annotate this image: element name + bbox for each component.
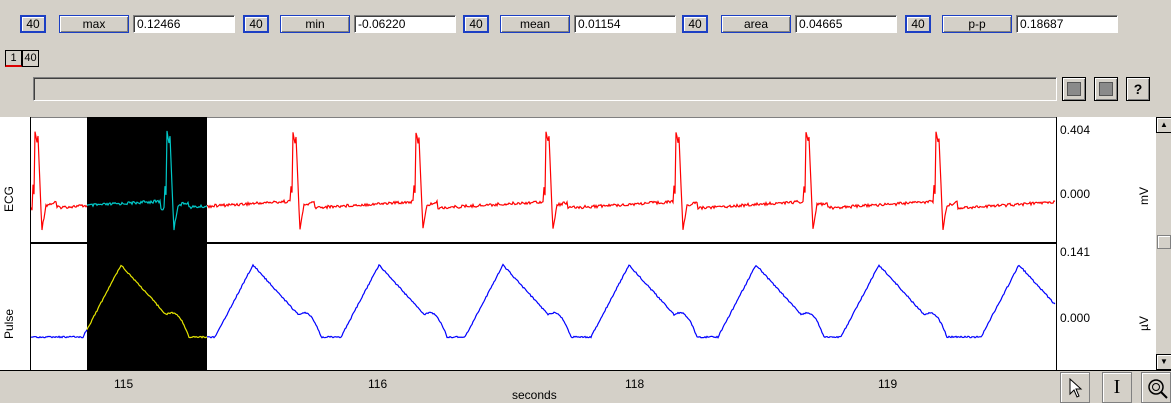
time-tick: 116: [368, 377, 388, 391]
split-icon: [1099, 82, 1113, 96]
channel-button[interactable]: 40: [905, 15, 931, 33]
measurement-type-button[interactable]: area: [721, 15, 791, 33]
measurement-type-button[interactable]: mean: [500, 15, 570, 33]
scroll-thumb[interactable]: [1157, 235, 1171, 249]
channel-label-column: ECG Pulse: [0, 117, 31, 370]
pulse-scale-mid[interactable]: 0.000: [1060, 311, 1091, 325]
time-axis[interactable]: 115 116 118 119: [0, 370, 1171, 403]
journal-bar[interactable]: [33, 77, 1057, 101]
zoom-tool[interactable]: [1141, 372, 1171, 403]
channel-divider[interactable]: [31, 242, 1155, 244]
time-tick: 119: [878, 377, 898, 391]
measurement-value: 0.04665: [795, 15, 897, 33]
ecg-trace-selected: [86, 130, 208, 231]
overlap-button[interactable]: [1062, 77, 1086, 101]
measurement-type-button[interactable]: min: [280, 15, 350, 33]
split-button[interactable]: [1094, 77, 1118, 101]
scroll-down-icon[interactable]: ▼: [1156, 354, 1171, 370]
measurement-value: 0.01154: [574, 15, 676, 33]
scroll-up-icon[interactable]: ▲: [1156, 117, 1171, 133]
arrow-cursor-icon: [1069, 378, 1083, 398]
help-button[interactable]: ?: [1126, 77, 1150, 101]
time-tick: 118: [625, 377, 645, 391]
channel-toggle-1[interactable]: 1: [5, 50, 22, 67]
time-tick: 115: [114, 377, 134, 391]
measurement-type-button[interactable]: p-p: [942, 15, 1012, 33]
pulse-trace: [207, 263, 1056, 339]
measurement-value: -0.06220: [354, 15, 456, 33]
ibeam-icon: I: [1113, 376, 1121, 398]
channel-button[interactable]: 40: [20, 15, 46, 33]
time-axis-label: seconds: [512, 388, 557, 402]
measurement-type-button[interactable]: max: [59, 15, 129, 33]
ecg-trace: [31, 131, 88, 231]
pulse-trace: [31, 329, 88, 339]
ibeam-tool[interactable]: I: [1102, 372, 1132, 403]
vertical-scrollbar[interactable]: ▲ ▼: [1155, 117, 1171, 370]
overlap-icon: [1067, 82, 1081, 96]
channel-toggle-40[interactable]: 40: [22, 50, 39, 67]
ecg-channel-label: ECG: [2, 185, 16, 212]
channel-button[interactable]: 40: [243, 15, 269, 33]
pulse-scale-top[interactable]: 0.141: [1060, 245, 1091, 259]
ecg-trace: [206, 131, 1056, 230]
measurement-bar: 40 max 0.12466 40 min -0.06220 40 mean 0…: [0, 0, 1171, 40]
channel-button[interactable]: 40: [682, 15, 708, 33]
measurement-value: 0.18687: [1016, 15, 1118, 33]
ecg-unit-label[interactable]: mV: [1137, 187, 1151, 205]
ecg-scale-mid[interactable]: 0.000: [1060, 187, 1091, 201]
zoom-icon: [1148, 379, 1168, 399]
measurement-value: 0.12466: [133, 15, 235, 33]
pulse-unit-label[interactable]: µV: [1137, 316, 1151, 331]
pulse-trace-selected: [86, 264, 208, 339]
channel-button[interactable]: 40: [463, 15, 489, 33]
scale-column: 0.404 0.000 mV 0.141 0.000 µV: [1056, 117, 1155, 370]
arrow-cursor-tool[interactable]: [1060, 372, 1090, 403]
ecg-scale-top[interactable]: 0.404: [1060, 123, 1091, 137]
pulse-channel-label: Pulse: [2, 308, 16, 339]
